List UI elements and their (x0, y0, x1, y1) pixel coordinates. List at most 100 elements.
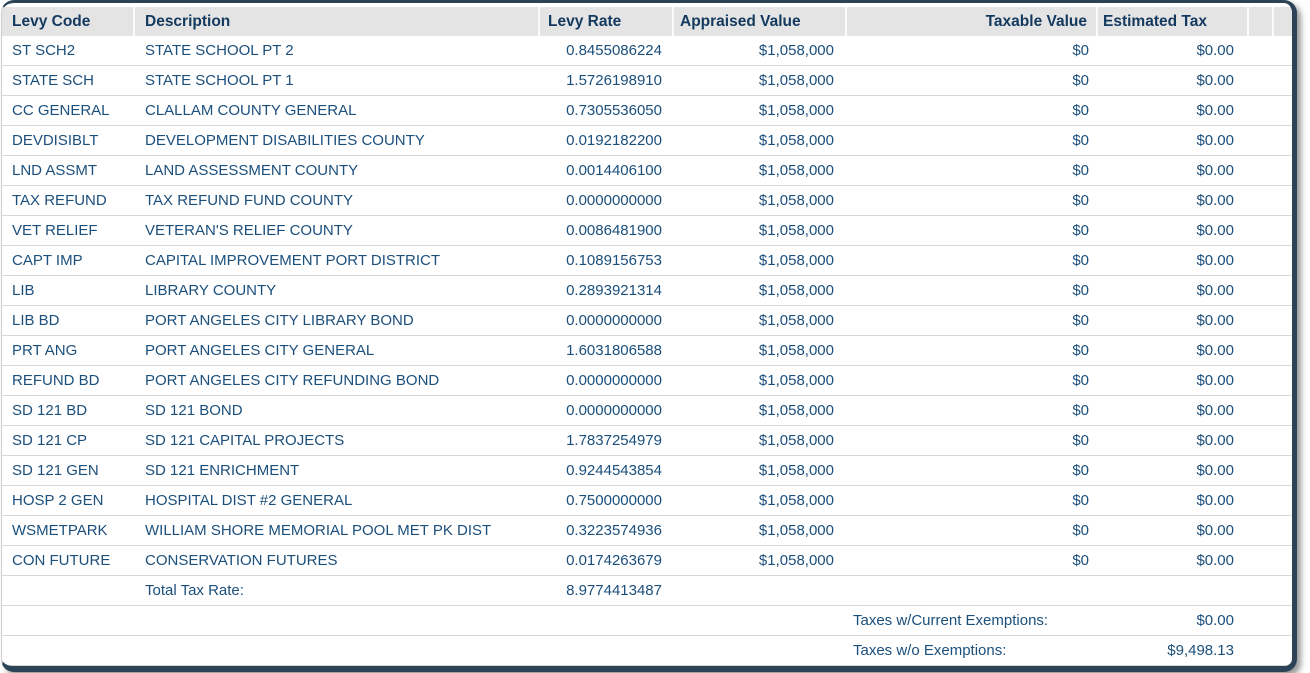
table-row: LND ASSMT LAND ASSESSMENT COUNTY 0.0014406… (2, 156, 1292, 186)
table-row: STATE SCH STATE SCHOOL PT 1 1.5726198910 $1… (2, 66, 1292, 96)
cell-description: HOSPITAL DIST #2 GENERAL (145, 492, 353, 509)
cell-appraised-value: $1,058,000 (758, 162, 834, 179)
cell-estimated-tax: $0.00 (1196, 42, 1234, 59)
table-row: SD 121 BD SD 121 BOND 0.0000000000 $1,058,0… (2, 396, 1292, 426)
cell-levy-rate: 0.3223574936 (566, 522, 662, 539)
cell-description: CLALLAM COUNTY GENERAL (145, 102, 357, 119)
cell-appraised-value: $1,058,000 (758, 192, 834, 209)
total-tax-rate-label: Total Tax Rate: (145, 582, 244, 599)
cell-levy-code: LND ASSMT (12, 162, 98, 179)
table-row: CC GENERAL CLALLAM COUNTY GENERAL 0.730553… (2, 96, 1292, 126)
cell-appraised-value: $1,058,000 (758, 102, 834, 119)
cell-taxable-value: $0 (1072, 432, 1089, 449)
cell-description: CAPITAL IMPROVEMENT PORT DISTRICT (145, 252, 441, 269)
cell-description: SD 121 CAPITAL PROJECTS (145, 432, 345, 449)
cell-appraised-value: $1,058,000 (758, 432, 834, 449)
cell-estimated-tax: $0.00 (1196, 492, 1234, 509)
cell-description: STATE SCHOOL PT 2 (145, 42, 294, 59)
column-header-levy-code: Levy Code (2, 7, 135, 36)
cell-appraised-value: $1,058,000 (758, 492, 834, 509)
table-row: PRT ANG PORT ANGELES CITY GENERAL 1.603180… (2, 336, 1292, 366)
cell-description: TAX REFUND FUND COUNTY (145, 192, 354, 209)
cell-estimated-tax: $0.00 (1196, 252, 1234, 269)
cell-description: PORT ANGELES CITY REFUNDING BOND (145, 372, 440, 389)
taxes-current-exemptions-value: $0.00 (1196, 612, 1234, 629)
cell-estimated-tax: $0.00 (1196, 462, 1234, 479)
cell-levy-rate: 0.1089156753 (566, 252, 662, 269)
cell-taxable-value: $0 (1072, 492, 1089, 509)
cell-levy-code: REFUND BD (12, 372, 100, 389)
cell-description: VETERAN'S RELIEF COUNTY (145, 222, 353, 239)
cell-description: PORT ANGELES CITY GENERAL (145, 342, 375, 359)
cell-description: CONSERVATION FUTURES (145, 552, 338, 569)
cell-description: PORT ANGELES CITY LIBRARY BOND (145, 312, 414, 329)
cell-levy-rate: 0.0174263679 (566, 552, 662, 569)
cell-description: SD 121 BOND (145, 402, 243, 419)
table-row: SD 121 GEN SD 121 ENRICHMENT 0.9244543854 $… (2, 456, 1292, 486)
column-header-estimated-tax: Estimated Tax (1098, 7, 1249, 36)
cell-estimated-tax: $0.00 (1196, 432, 1234, 449)
cell-estimated-tax: $0.00 (1196, 102, 1234, 119)
table-row: HOSP 2 GEN HOSPITAL DIST #2 GENERAL 0.7500… (2, 486, 1292, 516)
taxes-without-exemptions-row: Taxes w/o Exemptions: $9,498.13 (2, 636, 1292, 666)
table-row: LIB LIBRARY COUNTY 0.2893921314 $1,058,000 $… (2, 276, 1292, 306)
cell-description: WILLIAM SHORE MEMORIAL POOL MET PK DIST (145, 522, 492, 539)
cell-taxable-value: $0 (1072, 342, 1089, 359)
cell-estimated-tax: $0.00 (1196, 522, 1234, 539)
cell-levy-rate: 0.0192182200 (566, 132, 662, 149)
column-header-taxable-value: Taxable Value (847, 7, 1098, 36)
cell-levy-code: PRT ANG (12, 342, 78, 359)
taxes-without-exemptions-value: $9,498.13 (1167, 642, 1234, 659)
cell-appraised-value: $1,058,000 (758, 462, 834, 479)
cell-levy-code: SD 121 CP (12, 432, 88, 449)
cell-appraised-value: $1,058,000 (758, 282, 834, 299)
cell-taxable-value: $0 (1072, 132, 1089, 149)
cell-appraised-value: $1,058,000 (758, 342, 834, 359)
cell-estimated-tax: $0.00 (1196, 402, 1234, 419)
cell-description: STATE SCHOOL PT 1 (145, 72, 294, 89)
cell-estimated-tax: $0.00 (1196, 72, 1234, 89)
cell-appraised-value: $1,058,000 (758, 72, 834, 89)
table-row: TAX REFUND TAX REFUND FUND COUNTY 0.000000… (2, 186, 1292, 216)
cell-estimated-tax: $0.00 (1196, 162, 1234, 179)
cell-description: DEVELOPMENT DISABILITIES COUNTY (145, 132, 425, 149)
cell-description: LIBRARY COUNTY (145, 282, 277, 299)
cell-estimated-tax: $0.00 (1196, 192, 1234, 209)
cell-levy-code: SD 121 BD (12, 402, 88, 419)
cell-levy-code: DEVDISIBLT (12, 132, 99, 149)
cell-levy-code: ST SCH2 (12, 42, 76, 59)
cell-taxable-value: $0 (1072, 462, 1089, 479)
total-tax-rate-row: Total Tax Rate: 8.9774413487 (2, 576, 1292, 606)
cell-levy-rate: 0.0000000000 (566, 372, 662, 389)
cell-taxable-value: $0 (1072, 162, 1089, 179)
cell-taxable-value: $0 (1072, 552, 1089, 569)
cell-taxable-value: $0 (1072, 192, 1089, 209)
cell-taxable-value: $0 (1072, 72, 1089, 89)
cell-levy-rate: 0.7305536050 (566, 102, 662, 119)
cell-estimated-tax: $0.00 (1196, 222, 1234, 239)
cell-taxable-value: $0 (1072, 372, 1089, 389)
cell-levy-rate: 0.2893921314 (566, 282, 662, 299)
table-row: CAPT IMP CAPITAL IMPROVEMENT PORT DISTRIC… (2, 246, 1292, 276)
cell-levy-code: STATE SCH (12, 72, 94, 89)
cell-levy-rate: 0.7500000000 (566, 492, 662, 509)
cell-taxable-value: $0 (1072, 402, 1089, 419)
cell-description: LAND ASSESSMENT COUNTY (145, 162, 359, 179)
cell-taxable-value: $0 (1072, 102, 1089, 119)
cell-taxable-value: $0 (1072, 222, 1089, 239)
table-row: REFUND BD PORT ANGELES CITY REFUNDING BON… (2, 366, 1292, 396)
cell-appraised-value: $1,058,000 (758, 552, 834, 569)
cell-levy-code: CC GENERAL (12, 102, 110, 119)
table-header-row: Levy Code Description Levy Rate Appraise… (2, 7, 1292, 36)
cell-appraised-value: $1,058,000 (758, 222, 834, 239)
cell-levy-rate: 0.0000000000 (566, 192, 662, 209)
taxes-current-exemptions-row: Taxes w/Current Exemptions: $0.00 (2, 606, 1292, 636)
cell-levy-rate: 0.9244543854 (566, 462, 662, 479)
cell-appraised-value: $1,058,000 (758, 372, 834, 389)
cell-estimated-tax: $0.00 (1196, 342, 1234, 359)
cell-estimated-tax: $0.00 (1196, 132, 1234, 149)
taxes-without-exemptions-label: Taxes w/o Exemptions: (853, 642, 1007, 659)
table-row: DEVDISIBLT DEVELOPMENT DISABILITIES COUNT… (2, 126, 1292, 156)
column-header-levy-rate: Levy Rate (540, 7, 674, 36)
cell-levy-code: LIB BD (12, 312, 60, 329)
